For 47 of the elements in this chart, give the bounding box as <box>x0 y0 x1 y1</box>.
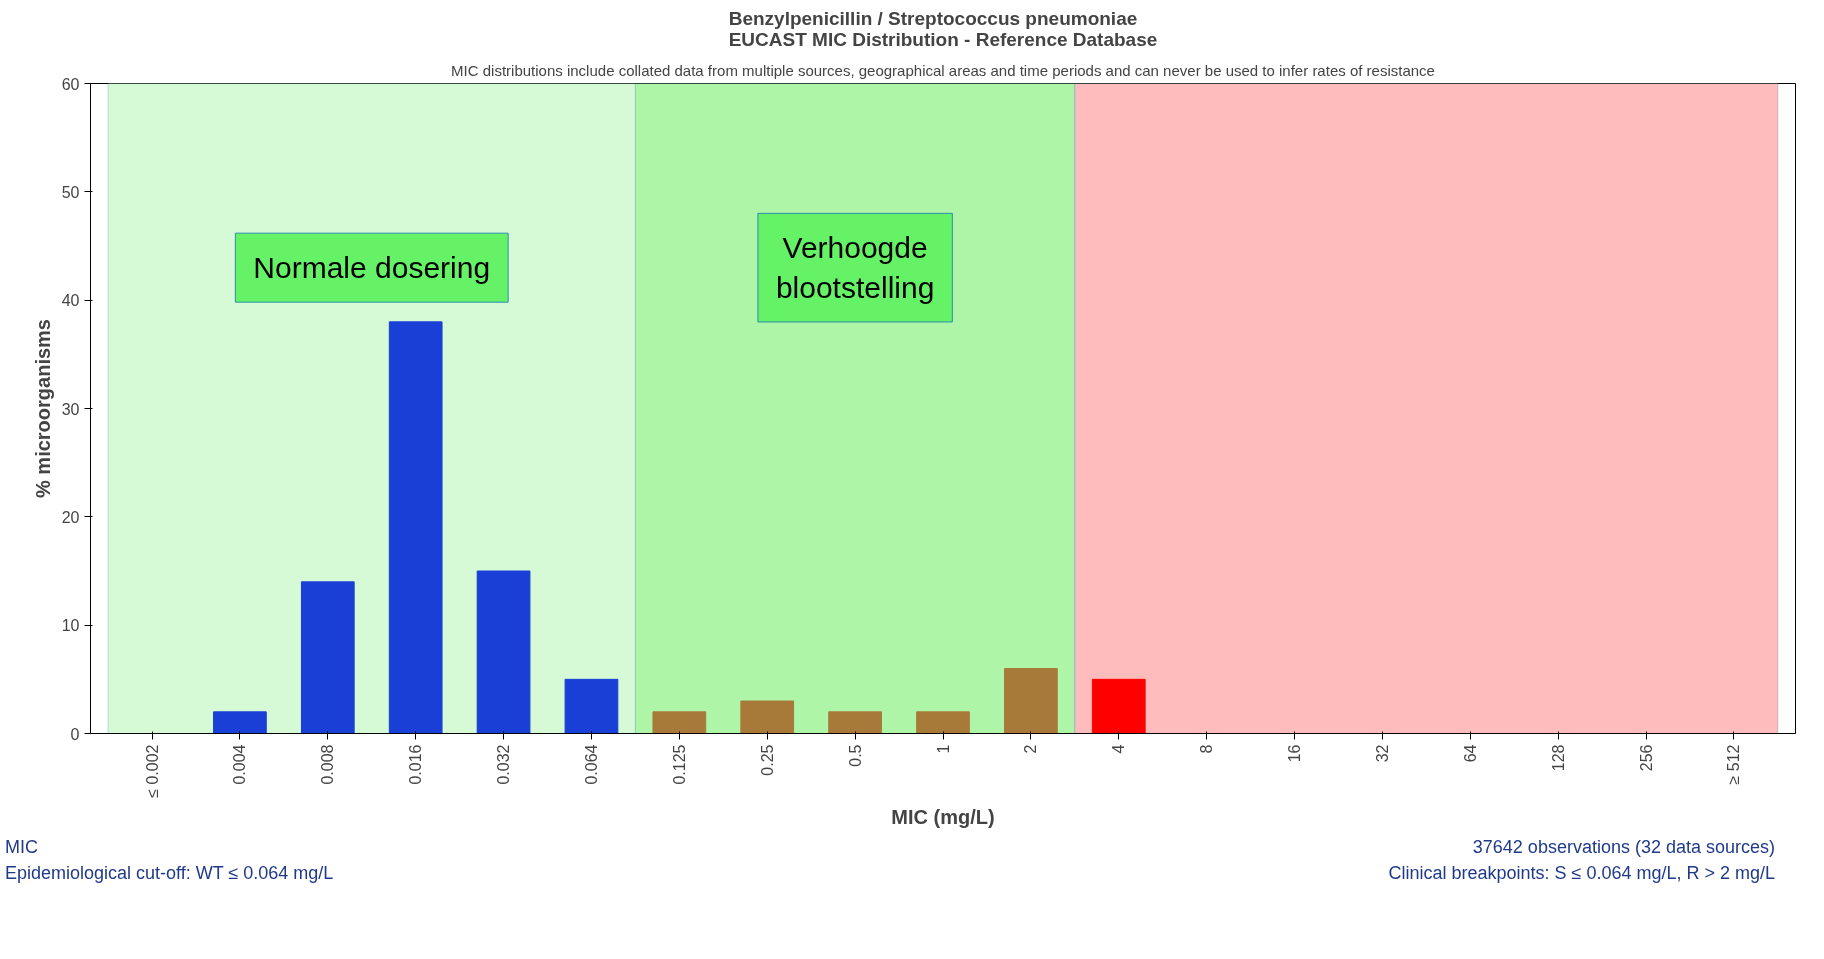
y-tick-label: 40 <box>61 292 80 310</box>
bar <box>564 678 619 734</box>
x-tick-label: ≤ 0.002 <box>143 744 161 798</box>
x-tick-label: 4 <box>1110 744 1128 754</box>
band-label: Normale dosering <box>253 251 491 285</box>
band-label: Verhoogde blootstelling <box>775 231 935 304</box>
bar <box>916 711 970 734</box>
x-tick-label: 0.032 <box>495 744 513 785</box>
y-tick-label: 20 <box>61 508 80 526</box>
bar <box>828 711 882 734</box>
x-tick-label: 0.25 <box>758 744 776 776</box>
x-tick-label: 16 <box>1286 744 1304 763</box>
y-tick-label: 30 <box>61 400 80 418</box>
bar <box>1091 678 1146 734</box>
x-tick-label: 0.004 <box>231 744 249 785</box>
bar <box>388 321 443 734</box>
x-tick-label: 0.125 <box>670 744 688 785</box>
bar <box>1004 668 1058 734</box>
x-axis-title: MIC (mg/L) <box>891 805 995 828</box>
x-tick-label: 0.016 <box>407 744 425 785</box>
y-tick-label: 50 <box>61 183 80 201</box>
x-tick-label: 0.064 <box>582 744 600 785</box>
bar <box>652 711 707 734</box>
x-tick-label: 128 <box>1549 744 1567 772</box>
y-tick-label: 60 <box>61 75 80 93</box>
x-tick-label: 2 <box>1022 744 1040 754</box>
chart-subtitle: MIC distributions include collated data from multiple sources, geographical areas and time periods and can never be used to infer rates of resistance <box>451 61 1435 79</box>
x-tick-label: ≥ 512 <box>1725 744 1743 785</box>
x-tick-label: 32 <box>1373 744 1391 763</box>
x-tick-label: 256 <box>1637 744 1655 772</box>
text: Clinical breakpoints: S ≤ 0.064 mg/L, R > 2 mg/L <box>1388 862 1775 883</box>
text: Epidemiological cut-off: WT ≤ 0.064 mg/L <box>5 862 334 883</box>
x-tick-label: 8 <box>1198 744 1216 754</box>
y-axis-title: % microorganisms <box>31 319 54 498</box>
text: 37642 observations (32 data sources) <box>1472 837 1775 857</box>
text: MIC <box>5 837 38 857</box>
bar <box>300 581 355 734</box>
y-tick-label: 0 <box>70 725 80 743</box>
x-tick-label: 0.5 <box>846 744 864 767</box>
bar <box>213 711 267 734</box>
x-tick-label: 0.008 <box>319 744 337 785</box>
y-tick-label: 10 <box>61 617 80 635</box>
bar <box>740 700 795 734</box>
x-tick-label: 1 <box>934 744 952 754</box>
bar <box>476 570 531 734</box>
chart-title: Benzylpenicillin / Streptococcus pneumoniae EUCAST MIC Distribution - Reference Database <box>728 7 1158 50</box>
x-tick-label: 64 <box>1461 744 1479 763</box>
